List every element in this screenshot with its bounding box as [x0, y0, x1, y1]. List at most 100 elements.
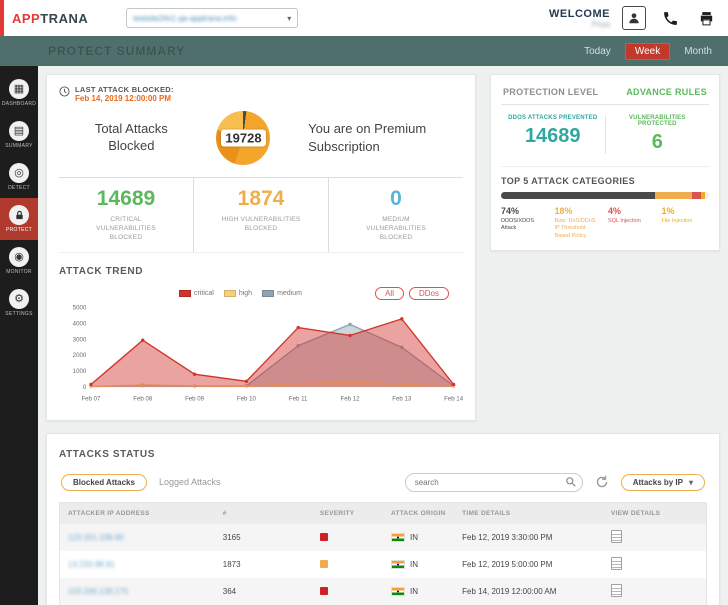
- sidebar-item-protect[interactable]: PROTECT: [0, 198, 38, 240]
- category-label: SQL Injection: [608, 218, 641, 224]
- svg-text:Feb 12: Feb 12: [341, 395, 361, 402]
- welcome-label: WELCOME: [549, 7, 610, 20]
- origin-code: IN: [409, 586, 418, 596]
- attacker-ip: 123.201.108.66: [68, 533, 124, 543]
- sidebar-item-monitor[interactable]: ◉ MONITOR: [0, 240, 38, 282]
- site-selector-dropdown[interactable]: testsite24x1.qa-apptrana.info ▾: [126, 8, 299, 28]
- total-attacks-label: Total Attacks Blocked: [94, 120, 168, 153]
- attacks-table: ATTACKER IP ADDRESS # SEVERITY ATTACK OR…: [59, 502, 707, 605]
- chevron-down-icon: ▾: [287, 13, 292, 23]
- legend-label: high: [238, 290, 253, 298]
- search-icon: [565, 476, 576, 487]
- detect-icon: ◎: [9, 163, 29, 183]
- refresh-button[interactable]: [595, 475, 609, 489]
- category-pct: 74%: [501, 206, 520, 216]
- sidebar-item-label: MONITOR: [6, 269, 32, 275]
- print-icon: [700, 11, 712, 25]
- sidebar-item-summary[interactable]: ▤ SUMMARY: [0, 114, 38, 156]
- print-button[interactable]: [694, 6, 718, 30]
- origin-code: IN: [409, 559, 418, 569]
- last-attack-block: LAST ATTACK BLOCKED: Feb 14, 2019 12:00:…: [59, 85, 189, 105]
- time-details: Feb 14, 2019 12:00:00 AM: [462, 587, 557, 597]
- svg-text:Feb 11: Feb 11: [289, 395, 308, 402]
- blocked-attacks-button[interactable]: Blocked Attacks: [61, 473, 147, 491]
- sidebar-item-dashboard[interactable]: ▦ DASHBOARD: [0, 72, 38, 114]
- attack-count: 1873: [222, 560, 241, 570]
- svg-text:Feb 08: Feb 08: [133, 395, 153, 402]
- table-header-row: ATTACKER IP ADDRESS # SEVERITY ATTACK OR…: [59, 502, 707, 525]
- category-label: Bots: DoS/DDoS IP Threshold Based Policy: [554, 218, 596, 239]
- last-attack-time: Feb 14, 2019 12:00:00 PM: [75, 94, 172, 103]
- view-details-button[interactable]: [610, 530, 622, 544]
- category-item: 18% Bots: DoS/DDoS IP Threshold Based Po…: [555, 206, 603, 240]
- sidebar-item-settings[interactable]: ⚙ SETTINGS: [0, 282, 38, 324]
- user-account-button[interactable]: [622, 6, 646, 30]
- view-details-button[interactable]: [610, 557, 622, 571]
- top-categories-legend: 74% DDOS/XDOS Attack 18% Bots: DoS/DDoS …: [501, 206, 709, 240]
- tab-protection-level[interactable]: PROTECTION LEVEL: [503, 87, 599, 97]
- stat-medium: 0 MEDIUM VULNERABILITIES BLOCKED: [328, 177, 463, 253]
- welcome-block: WELCOME Priya: [549, 8, 610, 29]
- category-label: File Injection: [661, 218, 693, 224]
- site-selector-value: testsite24x1.qa-apptrana.info: [133, 13, 237, 23]
- total-attacks-row: Total Attacks Blocked 19728 You are on P…: [59, 105, 463, 177]
- search-input[interactable]: [404, 473, 583, 493]
- india-flag-icon: [390, 560, 405, 570]
- protection-metrics: DDOS ATTACKS PREVENTED 14689 VULNERABILI…: [501, 105, 709, 167]
- view-details-button[interactable]: [610, 584, 622, 598]
- origin-code: IN: [409, 532, 418, 542]
- logged-attacks-button[interactable]: Logged Attacks: [158, 477, 221, 488]
- summary-card: LAST ATTACK BLOCKED: Feb 14, 2019 12:00:…: [46, 74, 476, 422]
- sidebar-item-label: DETECT: [8, 185, 30, 191]
- range-today-button[interactable]: Today: [584, 45, 611, 57]
- top-categories-title: TOP 5 ATTACK CATEGORIES: [501, 176, 636, 186]
- stat-value: 1874: [237, 186, 285, 210]
- category-pct: 1%: [661, 206, 675, 216]
- table-controls: Blocked Attacks Logged Attacks Attacks b…: [61, 472, 705, 493]
- svg-text:Feb 07: Feb 07: [81, 395, 101, 402]
- legend-swatch: [223, 290, 236, 298]
- total-attacks-value: 19728: [221, 129, 266, 147]
- sidebar-item-detect[interactable]: ◎ DETECT: [0, 156, 38, 198]
- sidebar-item-label: PROTECT: [6, 227, 32, 233]
- attacks-by-ip-dropdown[interactable]: Attacks by IP ▾: [620, 473, 705, 491]
- sidebar-item-label: SUMMARY: [5, 143, 33, 149]
- titlebar: PROTECT SUMMARY Today Week Month: [0, 36, 728, 66]
- svg-text:Feb 14: Feb 14: [444, 395, 463, 402]
- legend-swatch: [179, 290, 191, 298]
- subscription-text: You are on Premium Subscription: [308, 121, 427, 154]
- page-title: PROTECT SUMMARY: [48, 44, 186, 58]
- stack-segment: [700, 192, 705, 199]
- filter-all-button[interactable]: All: [375, 287, 404, 301]
- table-row: 123.201.108.66 3165 IN Feb 12, 2019 3:30…: [59, 524, 707, 552]
- stat-critical: 14689 CRITICAL VULNERABILITIES BLOCKED: [59, 178, 193, 252]
- legend-label: medium: [277, 290, 302, 298]
- trend-legend-row: critical high medium All DDos: [59, 287, 463, 301]
- monitor-icon: ◉: [9, 247, 29, 267]
- attack-count: 3165: [222, 533, 241, 543]
- legend-label: critical: [194, 290, 214, 298]
- filter-ddos-button[interactable]: DDos: [408, 287, 449, 301]
- chevron-down-icon: ▾: [688, 477, 693, 487]
- india-flag-icon: [390, 533, 405, 543]
- range-week-button[interactable]: Week: [624, 42, 671, 60]
- person-icon: [629, 13, 639, 24]
- attack-trend-chart: 5000 4000 3000 2000 1000 0 Feb 07 Feb 08 Feb 09 F…: [73, 305, 463, 403]
- logo-text-trana: TRANA: [40, 10, 89, 26]
- phone-button[interactable]: [658, 6, 682, 30]
- table-row: 103.206.139.175 364 IN Feb 14, 2019 12:0…: [59, 578, 707, 605]
- protection-tabs: PROTECTION LEVEL ADVANCE RULES: [501, 85, 709, 105]
- stat-value: 14689: [96, 186, 156, 210]
- date-range-switch: Today Week Month: [584, 42, 712, 60]
- apptrana-logo: APPTRANA: [12, 11, 88, 26]
- category-item: 74% DDOS/XDOS Attack: [501, 206, 549, 240]
- metric-vulnerabilities-protected: VULNERABILITIES PROTECTED 6: [604, 115, 710, 154]
- severity-indicator: [319, 532, 328, 541]
- legend-swatch: [262, 290, 275, 298]
- logo-text-app: APP: [12, 10, 41, 26]
- tab-advance-rules[interactable]: ADVANCE RULES: [626, 87, 707, 97]
- total-attacks-donut: 19728: [216, 110, 271, 165]
- stat-label: HIGH VULNERABILITIES BLOCKED: [221, 215, 301, 232]
- range-month-button[interactable]: Month: [684, 45, 712, 57]
